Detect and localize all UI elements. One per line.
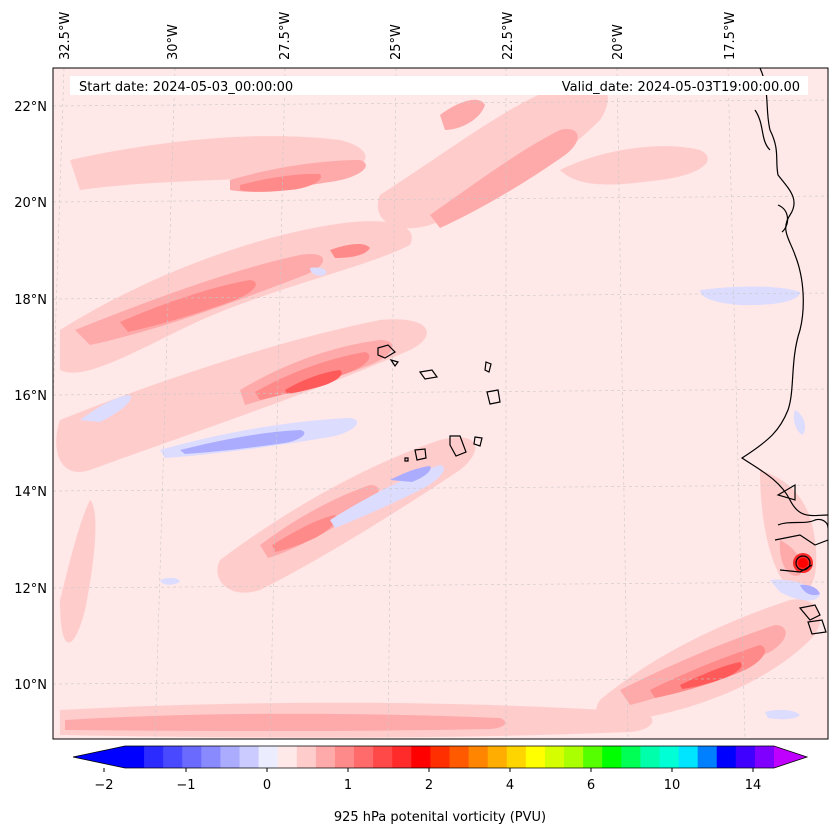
gridlines xyxy=(53,68,828,739)
colorbar-tick-label: −1 xyxy=(176,778,195,793)
colorbar-cell xyxy=(392,746,412,768)
colorbar-cell xyxy=(354,746,374,768)
colorbar-cell xyxy=(678,746,699,768)
coastline xyxy=(740,68,828,635)
colorbar-cell xyxy=(659,746,680,768)
lon-label: 22.5°W xyxy=(501,12,516,60)
map-frame xyxy=(52,67,829,740)
colorbar-cells xyxy=(125,746,775,768)
colorbar-cell xyxy=(296,746,317,768)
colorbar-tick-label: −2 xyxy=(94,778,113,793)
colorbar-cell xyxy=(239,746,260,768)
colorbar-cell xyxy=(544,746,565,768)
colorbar-cell xyxy=(220,746,241,768)
colorbar-cell xyxy=(468,746,489,768)
colorbar-cell xyxy=(430,746,450,768)
longitude-labels: 32.5°W 30°W 27.5°W 25°W 22.5°W 20°W 17.5… xyxy=(58,12,738,60)
colorbar-cell xyxy=(277,746,298,768)
colorbar-cell xyxy=(144,746,164,768)
colorbar-tick-label: 1 xyxy=(344,778,352,793)
colorbar: −2 −1 0 1 2 4 6 10 14 925 hPa potenital … xyxy=(72,745,809,825)
lon-label: 27.5°W xyxy=(278,12,293,60)
lat-label: 20°N xyxy=(14,196,47,211)
colorbar-over-arrow xyxy=(774,746,807,768)
lat-label: 12°N xyxy=(14,582,47,597)
colorbar-under-arrow xyxy=(73,746,125,768)
lat-label: 14°N xyxy=(14,485,47,500)
colorbar-cell xyxy=(258,746,279,768)
lon-label: 17.5°W xyxy=(723,12,738,60)
colorbar-cell xyxy=(754,746,775,768)
islands xyxy=(377,344,501,462)
colorbar-cell xyxy=(735,746,756,768)
colorbar-cell xyxy=(716,746,737,768)
colorbar-cell xyxy=(525,746,546,768)
colorbar-cell xyxy=(621,746,641,768)
colorbar-cell xyxy=(163,746,183,768)
colorbar-cell xyxy=(640,746,660,768)
colorbar-cell xyxy=(583,746,603,768)
colorbar-cell xyxy=(602,746,622,768)
lon-label: 25°W xyxy=(389,24,404,60)
lat-label: 22°N xyxy=(14,100,47,115)
start-date-label: Start date: 2024-05-03_00:00:00 xyxy=(79,80,293,95)
colorbar-cell xyxy=(334,746,355,768)
colorbar-cell xyxy=(697,746,718,768)
colorbar-ticks xyxy=(103,768,754,772)
pv-field-strong xyxy=(120,173,765,698)
lon-label: 20°W xyxy=(611,24,626,60)
header-box xyxy=(70,76,808,95)
colorbar-cell xyxy=(315,746,336,768)
valid-date-label: Valid_date: 2024-05-03T19:00:00.00 xyxy=(562,80,800,95)
colorbar-cell xyxy=(411,746,431,768)
colorbar-tick-label: 6 xyxy=(587,778,595,793)
lat-label: 16°N xyxy=(14,389,47,404)
colorbar-cell xyxy=(506,746,527,768)
colorbar-cell xyxy=(564,746,584,768)
lon-label: 30°W xyxy=(166,24,181,60)
colorbar-cell xyxy=(373,746,393,768)
colorbar-cell xyxy=(125,746,145,768)
lat-label: 18°N xyxy=(14,293,47,308)
lon-label: 32.5°W xyxy=(58,12,73,60)
colorbar-cell xyxy=(182,746,202,768)
colorbar-tick-label: 2 xyxy=(425,778,433,793)
colorbar-cell xyxy=(201,746,221,768)
colorbar-tick-label: 4 xyxy=(506,778,514,793)
colorbar-tick-label: 10 xyxy=(664,778,681,793)
map-panel xyxy=(53,68,828,739)
colorbar-tick-label: 0 xyxy=(263,778,271,793)
colorbar-cell xyxy=(449,746,470,768)
colorbar-outline xyxy=(72,745,809,769)
colorbar-cell xyxy=(487,746,508,768)
latitude-labels: 22°N 20°N 18°N 16°N 14°N 12°N 10°N xyxy=(14,100,47,693)
colorbar-title: 925 hPa potenital vorticity (PVU) xyxy=(334,810,546,825)
colorbar-tick-label: 14 xyxy=(745,778,762,793)
pv-field-negative-strong xyxy=(180,430,820,596)
lat-label: 10°N xyxy=(14,678,47,693)
